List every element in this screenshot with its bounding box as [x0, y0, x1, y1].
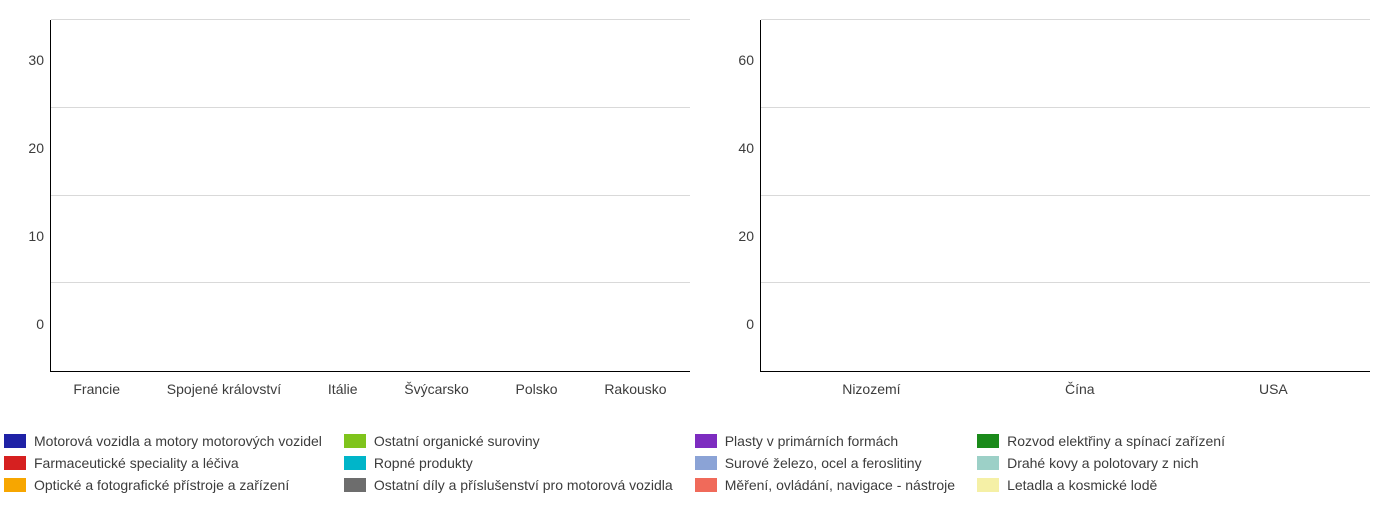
legend-swatch [695, 478, 717, 492]
chart-row: 0 10 20 30 40 Francie Spojené království Itálie… [0, 0, 1383, 420]
y-tick-label: 10 [10, 228, 44, 244]
y-axis: 020406080 [720, 10, 760, 372]
legend-swatch [344, 456, 366, 470]
legend-label: Ostatní díly a příslušenství pro motorov… [374, 477, 673, 493]
legend-swatch [695, 456, 717, 470]
legend-label: Surové železo, ocel a feroslitiny [725, 455, 922, 471]
legend-swatch [344, 478, 366, 492]
x-tick-label: Itálie [328, 376, 358, 420]
legend-item: Motorová vozidla a motory motorových voz… [4, 430, 322, 452]
bars-container [51, 20, 690, 371]
legend-swatch [977, 434, 999, 448]
chart-panel-left: 010203040FrancieSpojené královstvíItálie… [10, 10, 690, 420]
legend-swatch [344, 434, 366, 448]
legend-swatch [4, 478, 26, 492]
legend-item: Farmaceutické speciality a léčiva [4, 452, 322, 474]
legend-label: Letadla a kosmické lodě [1007, 477, 1157, 493]
y-tick-label: 20 [10, 140, 44, 156]
legend-label: Ostatní organické suroviny [374, 433, 540, 449]
legend: Motorová vozidla a motory motorových voz… [0, 430, 1383, 512]
x-tick-label: Polsko [516, 376, 558, 420]
x-axis: Francie Spojené království Itálie Švýcarsko… [50, 376, 690, 420]
legend-swatch [977, 456, 999, 470]
legend-item: Ropné produkty [344, 452, 673, 474]
legend-label: Plasty v primárních formách [725, 433, 899, 449]
legend-label: Drahé kovy a polotovary z nich [1007, 455, 1198, 471]
y-axis: 010203040 [10, 10, 50, 372]
legend-label: Ropné produkty [374, 455, 473, 471]
legend-label: Motorová vozidla a motory motorových voz… [34, 433, 322, 449]
legend-label: Rozvod elektřiny a spínací zařízení [1007, 433, 1225, 449]
x-tick-label: Francie [73, 376, 120, 420]
legend-swatch [4, 456, 26, 470]
dual-stacked-bar-chart: 0 10 20 30 40 Francie Spojené království Itálie… [0, 0, 1383, 518]
legend-label: Optické a fotografické přístroje a zaříz… [34, 477, 289, 493]
x-axis: Nizozemí Čína USA [760, 376, 1370, 420]
legend-label: Farmaceutické speciality a léčiva [34, 455, 239, 471]
legend-item: Surové železo, ocel a feroslitiny [695, 452, 955, 474]
legend-item: Optické a fotografické přístroje a zaříz… [4, 474, 322, 496]
plot-area [760, 20, 1370, 372]
y-tick-label: 0 [10, 316, 44, 332]
y-tick-label: 60 [720, 52, 754, 68]
x-tick-label: USA [1259, 376, 1288, 420]
legend-item: Rozvod elektřiny a spínací zařízení [977, 430, 1225, 452]
y-tick-label: 0 [720, 316, 754, 332]
x-tick-label: Rakousko [604, 376, 666, 420]
legend-item: Ostatní díly a příslušenství pro motorov… [344, 474, 673, 496]
y-tick-label: 40 [720, 140, 754, 156]
legend-item: Letadla a kosmické lodě [977, 474, 1225, 496]
x-tick-label: Švýcarsko [404, 376, 469, 420]
x-tick-label: Spojené království [167, 376, 281, 420]
legend-label: Měření, ovládání, navigace - nástroje [725, 477, 955, 493]
legend-item: Drahé kovy a polotovary z nich [977, 452, 1225, 474]
legend-item: Ostatní organické suroviny [344, 430, 673, 452]
y-tick-label: 20 [720, 228, 754, 244]
y-tick-label: 30 [10, 52, 44, 68]
legend-item: Měření, ovládání, navigace - nástroje [695, 474, 955, 496]
legend-swatch [695, 434, 717, 448]
x-tick-label: Čína [1065, 376, 1095, 420]
chart-panel-right: 020406080NizozemíČínaUSA [720, 10, 1370, 420]
legend-swatch [4, 434, 26, 448]
legend-item: Plasty v primárních formách [695, 430, 955, 452]
x-tick-label: Nizozemí [842, 376, 900, 420]
plot-area [50, 20, 690, 372]
bars-container [761, 20, 1370, 371]
legend-swatch [977, 478, 999, 492]
